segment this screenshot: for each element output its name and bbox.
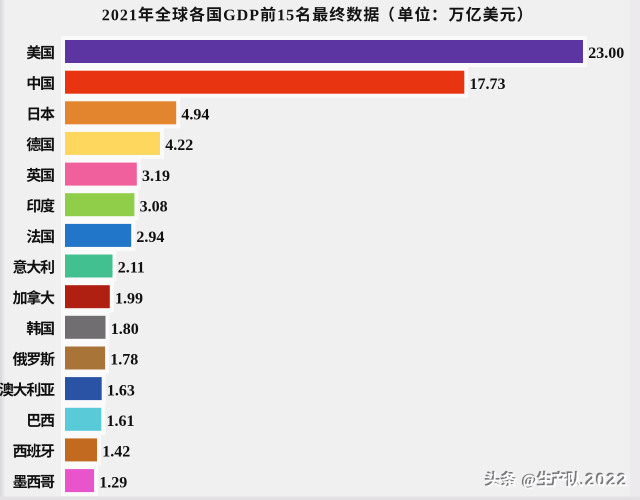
svg-text:17.73: 17.73	[470, 76, 506, 93]
svg-text:1.61: 1.61	[107, 413, 135, 430]
svg-text:1.78: 1.78	[110, 352, 138, 369]
svg-text:3.08: 3.08	[140, 198, 168, 215]
svg-text:2.94: 2.94	[136, 229, 164, 246]
svg-text:3.19: 3.19	[142, 168, 170, 185]
svg-text:4.22: 4.22	[165, 137, 193, 154]
svg-text:1.42: 1.42	[102, 444, 130, 461]
svg-text:1.29: 1.29	[99, 474, 127, 491]
svg-text:1.63: 1.63	[107, 382, 135, 399]
svg-text:23.00: 23.00	[588, 45, 624, 62]
svg-text:1.80: 1.80	[111, 321, 139, 338]
svg-text:2.11: 2.11	[118, 260, 145, 277]
svg-text:4.94: 4.94	[181, 107, 209, 124]
svg-text:1.99: 1.99	[115, 290, 143, 307]
